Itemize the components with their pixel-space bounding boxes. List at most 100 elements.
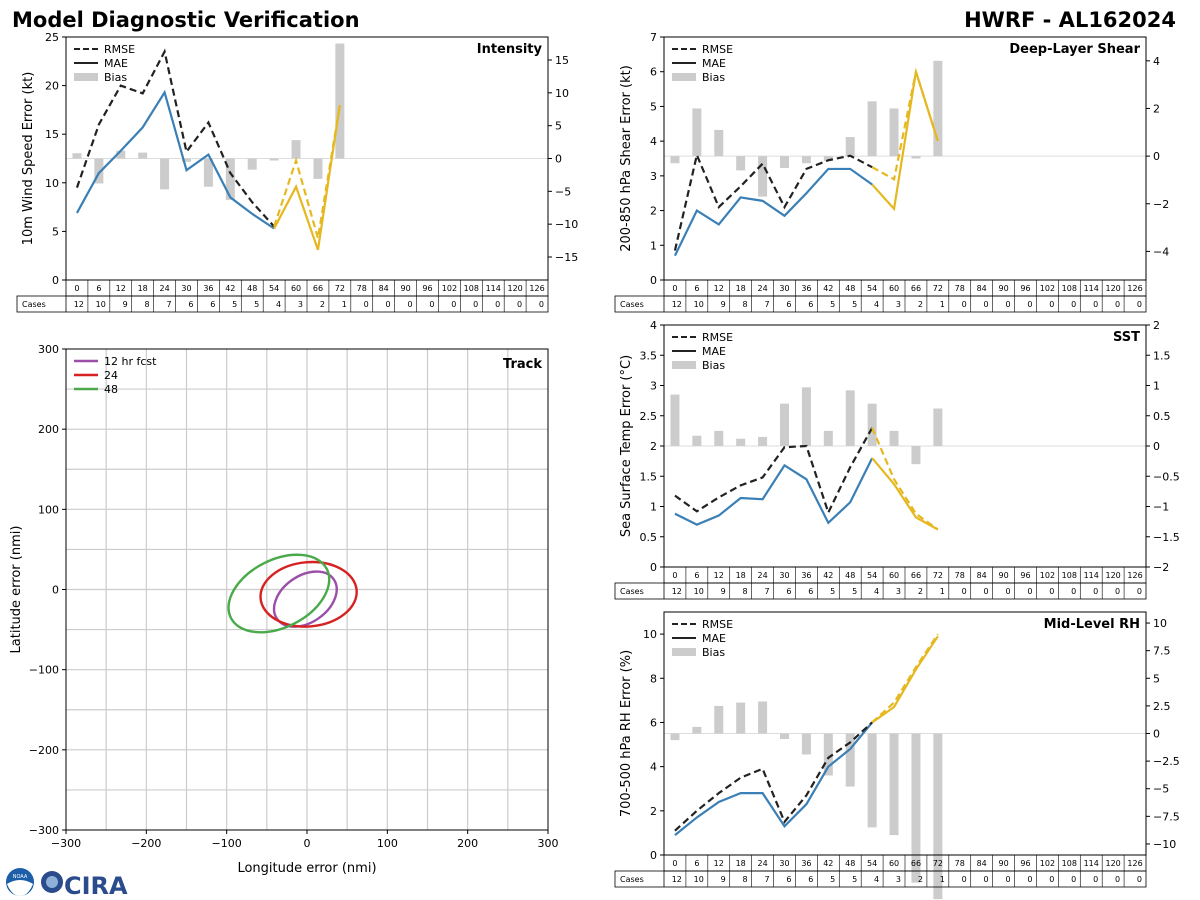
bias-bar xyxy=(780,733,789,740)
lead-time-cell: 42 xyxy=(823,571,833,580)
cases-cell: 10 xyxy=(96,300,106,309)
lead-time-cell: 126 xyxy=(1127,284,1142,293)
cases-cell: 4 xyxy=(874,300,879,309)
cases-cell: 1 xyxy=(940,875,945,884)
x-tick-label: −200 xyxy=(131,837,161,850)
bias-bar xyxy=(160,158,170,190)
lead-time-cell: 48 xyxy=(845,571,855,580)
bias-bar xyxy=(714,129,724,157)
bias-bar xyxy=(889,108,899,157)
bias-bar xyxy=(867,403,877,446)
mae-line xyxy=(673,167,873,257)
bias-bar xyxy=(692,435,702,446)
cases-cell: 0 xyxy=(1071,587,1076,596)
cases-cell: 0 xyxy=(1115,875,1120,884)
legend-bias-label: Bias xyxy=(104,71,127,84)
x-tick-label: 300 xyxy=(538,837,559,850)
y2-tick-label: −2 xyxy=(1153,198,1169,211)
cases-row xyxy=(614,582,1147,600)
lead-time-cell: 6 xyxy=(694,571,699,580)
cases-cell: 0 xyxy=(1093,587,1098,596)
mae-line-late xyxy=(871,71,939,212)
y-tick-label: 6 xyxy=(650,66,657,79)
legend-rmse-label: RMSE xyxy=(702,43,733,56)
y-tick-label: 5 xyxy=(52,225,59,238)
cases-cell: 7 xyxy=(764,875,769,884)
cases-cell: 5 xyxy=(852,300,857,309)
cira-logo-text: CIRA xyxy=(64,872,128,900)
lead-time-cell: 84 xyxy=(977,571,987,580)
cases-cell: 0 xyxy=(1005,300,1010,309)
cases-cell: 4 xyxy=(874,875,879,884)
y-tick-label: 0.5 xyxy=(640,531,658,544)
lead-time-cell: 24 xyxy=(159,284,169,293)
bias-bar xyxy=(736,156,746,171)
lead-time-cell: 24 xyxy=(757,571,767,580)
cases-cell: 2 xyxy=(918,875,923,884)
cases-cell: 12 xyxy=(74,300,84,309)
cases-cell: 8 xyxy=(743,300,748,309)
bias-bar xyxy=(758,156,768,197)
mae-line xyxy=(674,457,874,526)
lead-time-cell: 24 xyxy=(757,859,767,868)
y2-tick-label: 10 xyxy=(555,87,569,100)
bias-bar xyxy=(291,140,301,159)
cases-label: Cases xyxy=(620,300,644,309)
legend-mae-label: MAE xyxy=(702,632,726,645)
lead-time-cell: 72 xyxy=(335,284,345,293)
y-tick-label: 10 xyxy=(45,177,59,190)
lead-time-cell: 126 xyxy=(1127,859,1142,868)
mae-line-late xyxy=(871,635,939,724)
y-tick-label: 2.5 xyxy=(640,410,658,423)
bias-bar xyxy=(867,101,877,157)
lead-time-cell: 0 xyxy=(672,284,677,293)
lead-time-cell: 24 xyxy=(757,284,767,293)
y2-tick-label: −4 xyxy=(1153,245,1169,258)
bias-bar xyxy=(692,726,702,734)
lead-time-cell: 12 xyxy=(714,284,724,293)
y-tick-label: −200 xyxy=(29,744,59,757)
lead-time-cell: 108 xyxy=(1062,859,1077,868)
y2-tick-label: 10 xyxy=(1153,617,1167,630)
y2-tick-label: 2.5 xyxy=(1153,700,1171,713)
legend-bias-label: Bias xyxy=(702,359,725,372)
lead-time-cell: 42 xyxy=(823,284,833,293)
lead-time-cell: 66 xyxy=(911,571,921,580)
cases-cell: 0 xyxy=(1093,300,1098,309)
y2-tick-label: 2 xyxy=(1153,319,1160,332)
lead-time-cell: 120 xyxy=(1105,859,1120,868)
rmse-line xyxy=(674,427,874,516)
bias-bar xyxy=(823,733,833,776)
bias-bar xyxy=(138,152,148,159)
legend-mae-label: MAE xyxy=(702,345,726,358)
y2-tick-label: −1.5 xyxy=(1153,531,1180,544)
y-tick-label: 100 xyxy=(38,503,59,516)
bias-bar xyxy=(823,156,833,161)
bias-bar xyxy=(670,733,680,741)
y2-tick-label: −5 xyxy=(1153,783,1169,796)
lead-time-cell: 42 xyxy=(225,284,235,293)
x-tick-label: 200 xyxy=(457,837,478,850)
cases-cell: 0 xyxy=(1093,875,1098,884)
panel-title: Intensity xyxy=(477,42,543,57)
y-tick-label: 0 xyxy=(650,274,657,287)
y2-tick-label: −10 xyxy=(1153,838,1176,851)
cases-cell: 8 xyxy=(743,875,748,884)
lead-time-cell: 96 xyxy=(1020,571,1030,580)
legend-rmse-label: RMSE xyxy=(104,43,135,56)
cases-cell: 5 xyxy=(830,587,835,596)
lead-time-cell: 0 xyxy=(672,571,677,580)
y-tick-label: 8 xyxy=(650,672,657,685)
y2-tick-label: 0 xyxy=(1153,440,1160,453)
cases-cell: 0 xyxy=(1027,300,1032,309)
bias-bar xyxy=(911,156,921,159)
cases-cell: 7 xyxy=(764,587,769,596)
cases-cell: 0 xyxy=(1027,875,1032,884)
lead-time-cell: 84 xyxy=(977,859,987,868)
lead-time-cell: 12 xyxy=(714,859,724,868)
y-tick-label: 300 xyxy=(38,343,59,356)
cases-cell: 2 xyxy=(918,587,923,596)
lead-time-cell: 78 xyxy=(955,284,965,293)
y-tick-label: 2 xyxy=(650,805,657,818)
